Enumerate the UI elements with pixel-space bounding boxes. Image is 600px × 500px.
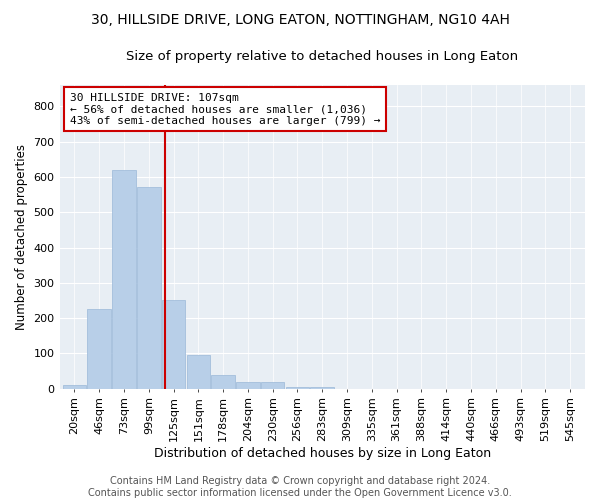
Text: 30, HILLSIDE DRIVE, LONG EATON, NOTTINGHAM, NG10 4AH: 30, HILLSIDE DRIVE, LONG EATON, NOTTINGH… [91, 12, 509, 26]
Text: Contains HM Land Registry data © Crown copyright and database right 2024.
Contai: Contains HM Land Registry data © Crown c… [88, 476, 512, 498]
Text: 30 HILLSIDE DRIVE: 107sqm
← 56% of detached houses are smaller (1,036)
43% of se: 30 HILLSIDE DRIVE: 107sqm ← 56% of detac… [70, 92, 380, 126]
Bar [211, 374, 235, 389]
Bar [187, 355, 210, 389]
Bar [261, 382, 284, 389]
Y-axis label: Number of detached properties: Number of detached properties [15, 144, 28, 330]
Bar [112, 170, 136, 389]
X-axis label: Distribution of detached houses by size in Long Eaton: Distribution of detached houses by size … [154, 447, 491, 460]
Bar [88, 310, 111, 389]
Title: Size of property relative to detached houses in Long Eaton: Size of property relative to detached ho… [126, 50, 518, 63]
Bar [310, 387, 334, 389]
Bar [137, 188, 161, 389]
Bar [286, 387, 309, 389]
Bar [62, 386, 86, 389]
Bar [236, 382, 260, 389]
Bar [162, 300, 185, 389]
